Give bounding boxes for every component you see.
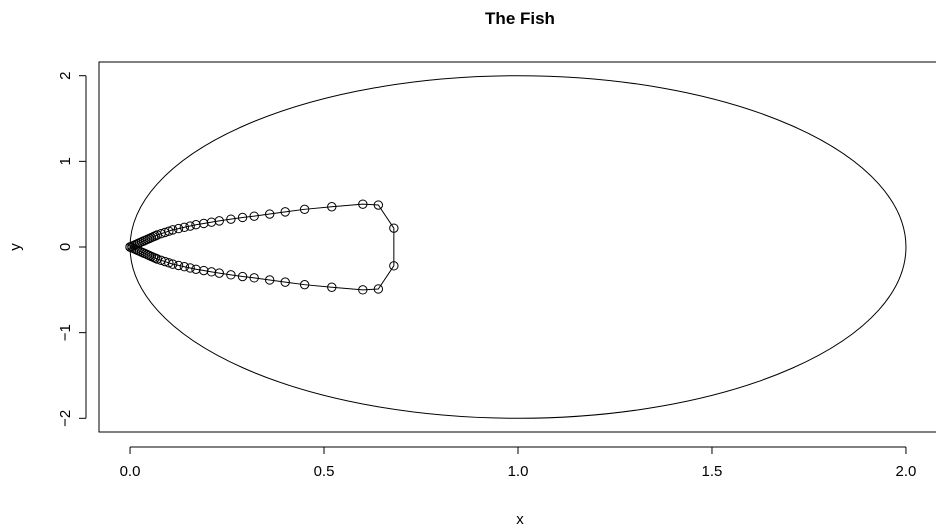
fish-point [280,207,290,217]
fish-point [327,282,337,292]
fish-point [199,218,209,229]
fish-point [199,265,209,276]
fish-point [237,271,248,282]
x-tick-label: 0.5 [314,463,335,480]
x-tick-label: 2.0 [896,463,917,480]
fish-point [206,217,217,227]
fish-point [249,273,259,283]
fish-point [389,261,399,271]
ellipse-curve [129,75,907,419]
fish-point [185,263,195,273]
fish-point [299,204,310,215]
fish-outline [129,203,395,291]
fish-point [173,223,184,234]
fish-point [150,231,160,241]
y-axis: −2 −1 0 1 2 [57,72,87,427]
fish-point [226,270,236,280]
fish-point [191,264,201,274]
fish-point [358,285,368,295]
plot-content [125,75,907,419]
fish-point [265,209,275,219]
fish-point [299,279,310,290]
y-tick-label: 1 [57,157,74,165]
x-tick-label: 0.0 [120,463,141,480]
fish-point [226,214,236,224]
y-tick-label: 0 [57,243,74,251]
fish-point [327,202,337,212]
fish-point [373,284,384,294]
fish-point [214,216,224,226]
y-tick-label: −1 [57,324,74,341]
plot-area-frame [98,61,936,433]
fish-point [164,226,174,236]
fish-point [179,261,190,272]
fish-point [185,221,195,231]
fish-point [249,211,259,221]
fish-point [191,220,201,230]
fish-point [265,275,275,285]
x-tick-label: 1.0 [508,463,529,480]
fish-point [358,199,368,209]
y-axis-label: y [7,243,24,251]
fish-point [125,242,135,252]
chart-title: The Fish [485,9,555,28]
x-axis: 0.0 0.5 1.0 1.5 2.0 [120,446,917,480]
x-tick-label: 1.5 [702,463,723,480]
fish-point [206,267,217,277]
fish-point [373,200,384,210]
fish-point [179,222,190,233]
fish-point [127,243,137,253]
y-tick-label: 2 [57,72,74,80]
y-tick-label: −2 [57,410,74,427]
fish-point [168,225,178,235]
fish-point [280,277,290,287]
fish-point [237,212,248,223]
fish-point [173,260,184,271]
fish-point [389,223,399,233]
fish-point [214,268,224,278]
x-axis-label: x [516,511,524,528]
